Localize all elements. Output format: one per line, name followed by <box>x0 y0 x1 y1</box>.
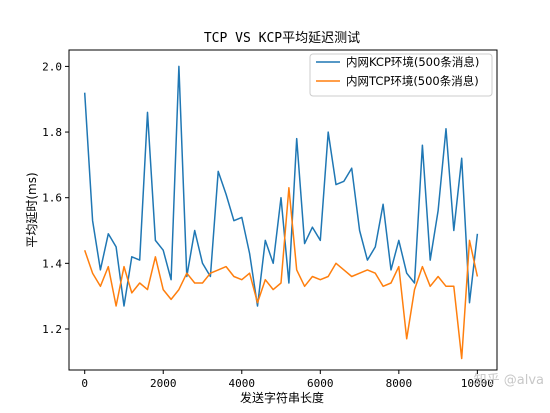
y-tick-label: 1.2 <box>42 323 62 336</box>
legend: 内网KCP环境(500条消息) 内网TCP环境(500条消息) <box>309 53 493 97</box>
x-tick-label: 8000 <box>386 377 413 390</box>
x-tick-label: 0 <box>81 377 88 390</box>
y-axis-label: 平均延时(ms) <box>25 172 39 247</box>
series-layer <box>83 65 479 360</box>
legend-label-2: 内网TCP环境(500条消息) <box>346 74 479 88</box>
x-axis: 0 2000 4000 6000 8000 10000 <box>81 370 494 390</box>
watermark-text: 知乎 @alva <box>474 372 544 388</box>
y-tick-label: 2.0 <box>42 60 62 73</box>
chart-title: TCP VS KCP平均延迟测试 <box>204 31 360 46</box>
y-tick-label: 1.4 <box>42 257 62 270</box>
legend-box <box>309 53 493 97</box>
plot-frame <box>68 49 498 371</box>
x-tick-label: 10000 <box>461 377 494 390</box>
y-tick-label: 1.8 <box>42 126 62 139</box>
y-tick-label: 1.6 <box>42 192 62 205</box>
series-line-2 <box>83 187 479 360</box>
x-tick-label: 6000 <box>307 377 334 390</box>
legend-label-1: 内网KCP环境(500条消息) <box>346 55 479 69</box>
x-axis-label: 发送字符串长度 <box>240 390 324 405</box>
x-tick-label: 4000 <box>229 377 256 390</box>
x-tick-label: 2000 <box>150 377 177 390</box>
series-line-1 <box>83 65 479 307</box>
y-axis: 1.2 1.4 1.6 1.8 2.0 <box>42 60 69 336</box>
